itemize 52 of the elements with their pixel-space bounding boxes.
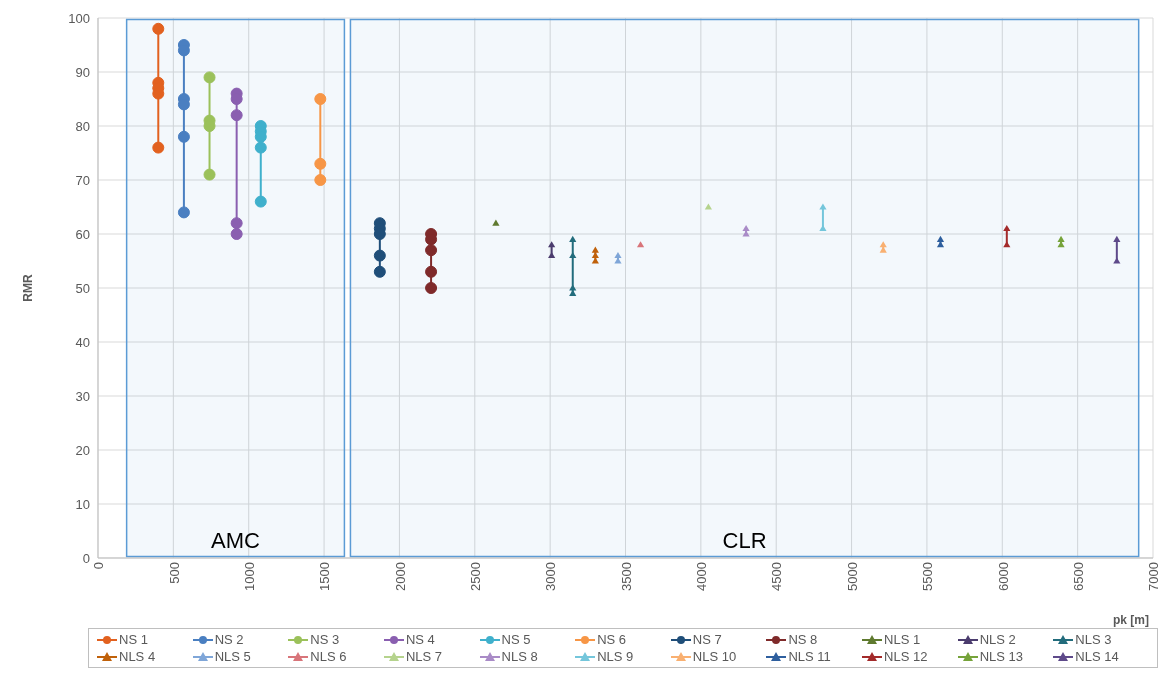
legend-label: NLS 13	[979, 649, 1024, 664]
y-tick-label: 30	[75, 388, 90, 404]
legend-label: NLS 1	[884, 632, 921, 647]
y-tick-label: 20	[75, 442, 90, 458]
y-tick-label: 50	[75, 280, 90, 296]
x-tick-label: 2500	[468, 562, 484, 591]
x-tick-label: 1500	[317, 562, 333, 591]
legend-label: NLS 12	[884, 649, 928, 664]
x-tick-label: 7000	[1146, 562, 1162, 591]
legend-label: NLS 6	[310, 649, 347, 664]
legend-label: NS 1	[119, 632, 148, 647]
x-tick-label: 5000	[844, 562, 860, 591]
x-tick-label: 3000	[543, 562, 559, 591]
x-tick-label: 3500	[618, 562, 634, 591]
x-tick-label: 4000	[694, 562, 710, 591]
band-label: AMC	[211, 528, 261, 554]
x-tick-label: 500	[166, 562, 182, 584]
legend-label: NLS 8	[501, 649, 538, 664]
legend-label: NLS 3	[1075, 632, 1112, 647]
legend-label: NLS 5	[214, 649, 251, 664]
legend-label: NS 6	[597, 632, 627, 647]
legend-label: NLS 9	[597, 649, 634, 664]
legend-label: NS 4	[405, 632, 435, 647]
y-tick-label: 100	[68, 10, 90, 26]
legend-label: NS 8	[788, 632, 818, 647]
x-tick-label: 6500	[1070, 562, 1086, 591]
x-tick-label: 2000	[392, 562, 408, 591]
legend-label: NS 3	[310, 632, 340, 647]
y-tick-label: 70	[75, 172, 90, 188]
y-tick-label: 60	[75, 226, 90, 242]
legend-label: NS 5	[501, 632, 531, 647]
legend-label: NLS 7	[405, 649, 443, 664]
y-tick-label: 80	[75, 118, 90, 134]
x-axis-title: pk [m]	[1113, 613, 1149, 627]
y-tick-label: 10	[75, 496, 90, 512]
legend-label: NLS 14	[1075, 649, 1119, 664]
x-tick-label: 6000	[995, 562, 1011, 591]
x-tick-label: 5500	[920, 562, 936, 591]
legend-label: NLS 2	[979, 632, 1016, 647]
legend-label: NS 7	[692, 632, 722, 647]
legend-label: NLS 4	[119, 649, 156, 664]
y-tick-label: 40	[75, 334, 90, 350]
x-tick-label: 0	[91, 562, 107, 570]
x-tick-label: 1000	[241, 562, 257, 591]
legend-label: NLS 11	[788, 649, 831, 664]
band-label: CLR	[722, 528, 767, 554]
y-tick-label: 0	[82, 550, 90, 566]
y-axis-title: RMR	[21, 274, 36, 302]
y-tick-label: 90	[75, 64, 90, 80]
legend-label: NS 2	[214, 632, 244, 647]
x-tick-label: 4500	[769, 562, 785, 591]
legend-label: NLS 10	[692, 649, 737, 664]
